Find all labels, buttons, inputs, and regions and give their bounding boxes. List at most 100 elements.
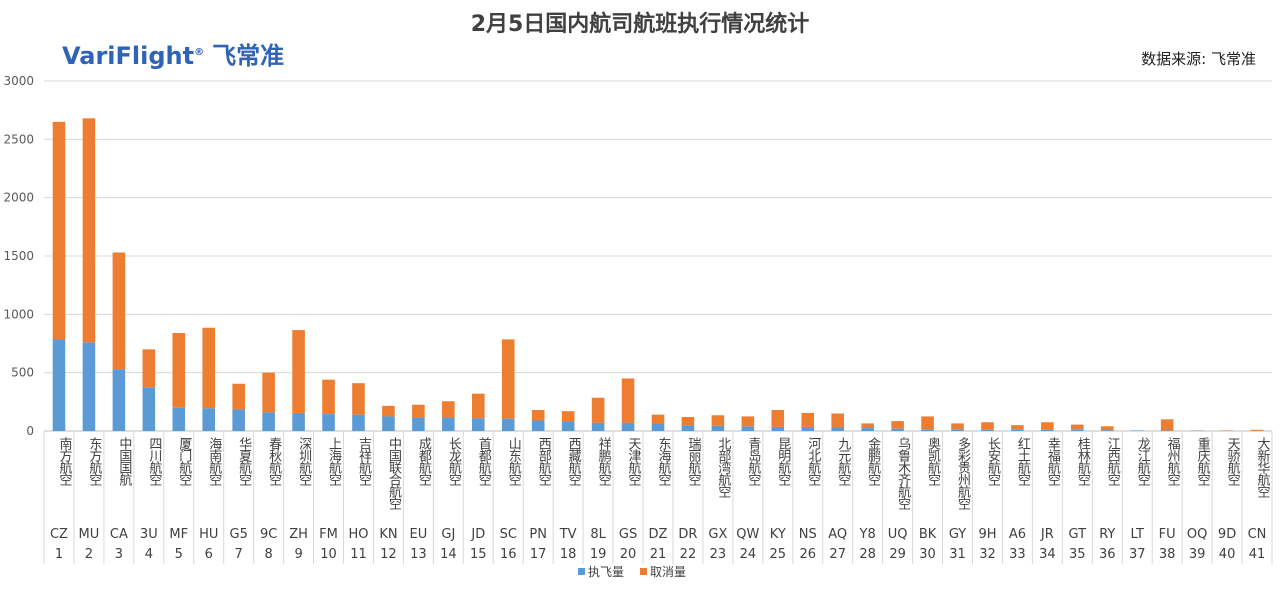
bar-cancelled-GJ <box>442 401 455 418</box>
rank-label: 3 <box>115 547 123 562</box>
airline-code-label: 3U <box>140 527 158 542</box>
airline-code-label: GS <box>619 527 637 542</box>
bar-cancelled-AQ <box>831 413 844 428</box>
rank-label: 16 <box>500 547 517 562</box>
rank-label: 13 <box>410 547 427 562</box>
bar-flown-8L <box>591 422 605 431</box>
airline-code-label: FM <box>319 527 338 542</box>
rank-label: 15 <box>470 547 487 562</box>
category-label: 天骄航空 <box>1225 437 1241 485</box>
category-label: 东海航空 <box>656 437 672 485</box>
category-label: 深圳航空 <box>296 437 312 485</box>
bar-flown-QW <box>741 426 755 431</box>
airline-code-label: KN <box>379 527 397 542</box>
rank-label: 9 <box>294 547 302 562</box>
bar-flown-MF <box>172 407 186 431</box>
bar-flown-DZ <box>651 424 665 431</box>
category-label: 四川航空 <box>146 437 162 485</box>
airline-code-label: HU <box>199 527 218 542</box>
category-label: 奥凯航空 <box>925 437 941 485</box>
rank-label: 40 <box>1219 547 1236 562</box>
rank-label: 38 <box>1159 547 1176 562</box>
bar-cancelled-FU <box>1160 419 1174 431</box>
bar-cancelled-TV <box>561 411 575 422</box>
airline-code-label: ZH <box>289 527 308 542</box>
rank-label: 31 <box>949 547 966 562</box>
airline-code-label: OQ <box>1187 527 1207 542</box>
category-label: 龙江航空 <box>1135 437 1151 485</box>
logo-cn-text: 飞常准 <box>212 42 285 70</box>
bar-cancelled-Y8 <box>861 423 874 429</box>
bar-flown-HU <box>202 408 216 431</box>
bar-cancelled-GY <box>951 423 964 430</box>
bar-cancelled-GT <box>1071 424 1084 430</box>
category-label: 大新华航空 <box>1255 437 1271 497</box>
bar-flown-KN <box>382 416 395 431</box>
bar-flown-FM <box>322 414 335 431</box>
airline-code-label: MF <box>169 527 188 542</box>
rank-label: 39 <box>1189 547 1206 562</box>
category-label: 中国联合航空 <box>386 437 402 509</box>
bar-cancelled-HU <box>202 327 216 409</box>
rank-label: 32 <box>979 547 996 562</box>
bar-flown-MU <box>82 342 96 431</box>
legend-swatch-flown <box>578 568 585 575</box>
bar-flown-FU <box>1160 430 1174 431</box>
bar-flown-GX <box>711 425 725 431</box>
bar-flown-GY <box>951 429 964 431</box>
airline-code-label: FU <box>1159 527 1176 542</box>
bar-flown-AQ <box>831 427 844 431</box>
rank-label: 33 <box>1009 547 1026 562</box>
y-tick-label: 0 <box>26 424 34 438</box>
category-label: 瑞丽航空 <box>685 437 701 485</box>
airline-code-label: 9H <box>978 527 996 542</box>
bar-flown-TV <box>561 421 575 431</box>
bar-flown-CA <box>112 369 126 431</box>
bar-cancelled-HO <box>352 383 365 415</box>
airline-code-label: CN <box>1248 527 1267 542</box>
legend-label-cancelled: 取消量 <box>650 565 686 579</box>
bar-flown-HO <box>352 414 365 431</box>
bar-cancelled-GS <box>621 378 635 423</box>
rank-label: 25 <box>770 547 787 562</box>
bar-cancelled-QW <box>741 416 755 427</box>
airline-code-label: KY <box>770 527 786 542</box>
bar-cancelled-8L <box>591 397 605 423</box>
rank-label: 6 <box>205 547 213 562</box>
bar-flown-GJ <box>442 417 455 431</box>
bar-cancelled-G5 <box>232 383 245 410</box>
bar-flown-GS <box>621 422 635 431</box>
bar-cancelled-MF <box>172 333 186 408</box>
airline-code-label: AQ <box>828 527 847 542</box>
y-tick-label: 1000 <box>3 307 34 321</box>
airline-code-label: EU <box>410 527 428 542</box>
category-label: 九元航空 <box>835 437 851 485</box>
category-label: 桂林航空 <box>1075 437 1091 485</box>
category-label: 长安航空 <box>985 437 1001 485</box>
rank-label: 34 <box>1039 547 1056 562</box>
y-tick-label: 2500 <box>3 132 34 146</box>
airline-code-label: NS <box>799 527 817 542</box>
bar-cancelled-GX <box>711 415 725 426</box>
category-label: 乌鲁木齐航空 <box>895 436 911 509</box>
category-label: 福州航空 <box>1165 437 1181 485</box>
bar-flown-GT <box>1071 429 1084 431</box>
bar-cancelled-JR <box>1041 422 1054 430</box>
airline-code-label: PN <box>529 527 547 542</box>
category-label: 中国国航 <box>116 437 132 487</box>
bar-cancelled-A6 <box>1011 425 1024 430</box>
bar-flown-JR <box>1041 429 1054 431</box>
rank-label: 11 <box>350 547 367 562</box>
category-label: 西部航空 <box>536 437 552 485</box>
y-tick-label: 3000 <box>3 74 34 88</box>
airline-code-label: HO <box>348 527 368 542</box>
bar-flown-ZH <box>292 412 305 431</box>
airline-code-label: GJ <box>441 527 455 542</box>
airline-code-label: 8L <box>590 527 606 542</box>
rank-label: 37 <box>1129 547 1146 562</box>
rank-label: 29 <box>889 547 906 562</box>
bar-cancelled-EU <box>412 404 425 418</box>
category-label: 厦门航空 <box>176 437 192 485</box>
category-label: 红土航空 <box>1015 436 1030 485</box>
airline-code-label: A6 <box>1009 527 1026 542</box>
